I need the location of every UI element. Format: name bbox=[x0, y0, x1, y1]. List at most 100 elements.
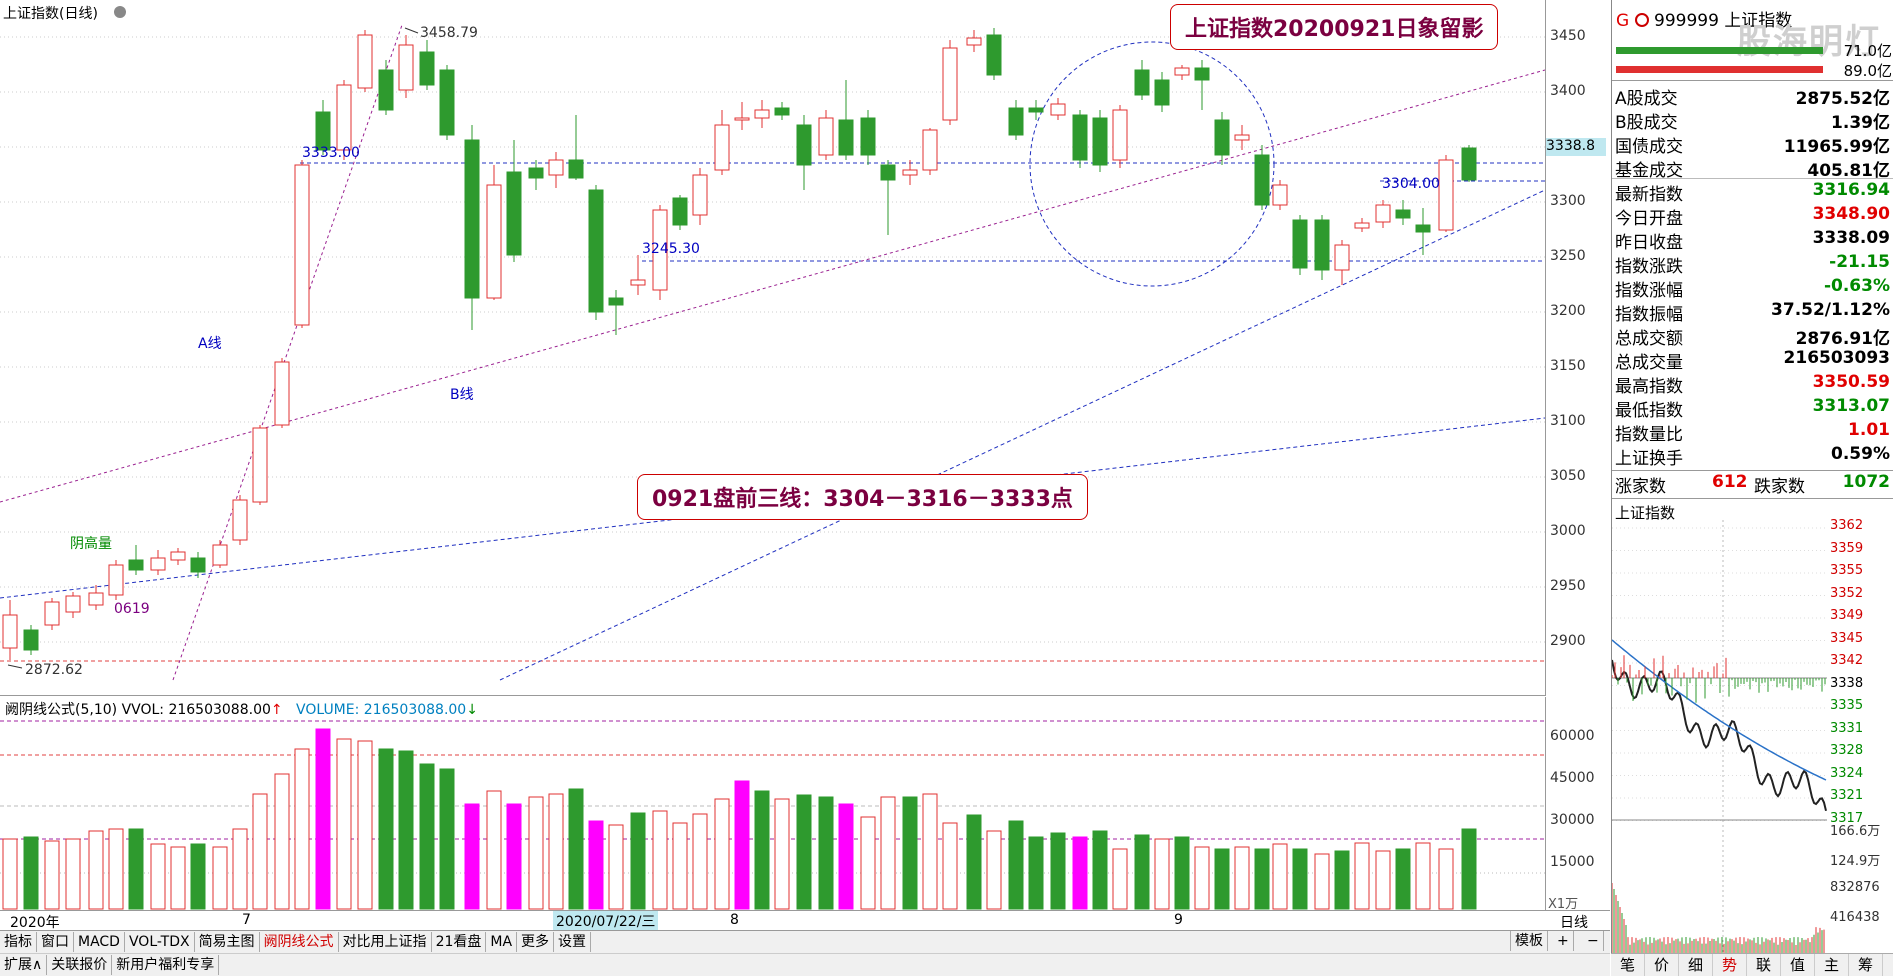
mini-price-tick: 3345 bbox=[1830, 630, 1864, 646]
quote-label: 今日开盘 bbox=[1615, 209, 1683, 229]
volume-chart[interactable]: 阙阴线公式(5,10) VVOL: 216503088.00↑ VOLUME: … bbox=[0, 697, 1546, 910]
tab-chou[interactable]: 筹 bbox=[1849, 954, 1883, 976]
tb-21[interactable]: 21看盘 bbox=[432, 932, 487, 952]
quote-row: B股成交 1.39亿 bbox=[1612, 107, 1893, 133]
tb-ma[interactable]: MA bbox=[486, 932, 518, 952]
price-tick: 3200 bbox=[1550, 303, 1586, 319]
mini-price-tick: 3328 bbox=[1830, 743, 1864, 758]
quote-value: 216503093 bbox=[1783, 348, 1890, 368]
candle-body bbox=[190, 557, 206, 573]
tab-zhi[interactable]: 值 bbox=[1781, 954, 1815, 976]
kline-chart[interactable]: 上证指数(日线) 上证指数20200921日象留影 0921盘前三线：3304－… bbox=[0, 0, 1546, 696]
price-tick: 2950 bbox=[1550, 578, 1586, 594]
tb-minus[interactable]: − bbox=[1583, 931, 1604, 951]
tab-shi[interactable]: 势 bbox=[1713, 954, 1747, 976]
buy-bar-value: 71.0亿 bbox=[1843, 42, 1892, 60]
candle-body bbox=[108, 564, 124, 596]
quote-value: 1.01 bbox=[1848, 420, 1890, 440]
candle-body bbox=[439, 69, 455, 136]
tb-plus[interactable]: + bbox=[1553, 931, 1574, 951]
volume-bar bbox=[966, 814, 982, 910]
volume-tick: 15000 bbox=[1550, 854, 1595, 870]
tab-jia[interactable]: 价 bbox=[1645, 954, 1679, 976]
volume-bar bbox=[232, 828, 248, 910]
volume-bar bbox=[128, 828, 144, 910]
mini-price-tick: 3335 bbox=[1830, 698, 1864, 713]
level-3245-label: 3245.30 bbox=[642, 241, 700, 257]
mini-avg-line bbox=[1612, 639, 1827, 781]
candle-body bbox=[902, 169, 918, 176]
volume-bar bbox=[754, 790, 770, 910]
high-arrow bbox=[404, 27, 419, 34]
tb-simple-main[interactable]: 简易主图 bbox=[195, 932, 260, 952]
candle-body bbox=[1092, 117, 1108, 166]
price-tick: 3100 bbox=[1550, 413, 1586, 429]
volume-bar bbox=[942, 822, 958, 910]
candle-body bbox=[1375, 204, 1391, 223]
volume-bar bbox=[419, 763, 435, 910]
candle-body bbox=[274, 361, 290, 426]
tb-welfare[interactable]: 新用户福利专享 bbox=[112, 955, 220, 975]
period-label: 日线 bbox=[1560, 915, 1588, 931]
x-label-aug: 8 bbox=[730, 912, 739, 928]
chevron-down-icon[interactable] bbox=[114, 6, 126, 18]
x-axis: 2020年 7 8 9 2020/07/22/三 日线 bbox=[0, 910, 1610, 931]
candle-body bbox=[232, 499, 248, 541]
volume-bar bbox=[902, 796, 918, 910]
stock-name: 上证指数 bbox=[1724, 11, 1793, 31]
volume-bar bbox=[88, 830, 104, 910]
x-label-2020: 2020年 bbox=[10, 915, 60, 931]
sell-bar-value: 89.0亿 bbox=[1843, 62, 1892, 80]
volume-bar bbox=[439, 768, 455, 910]
candle-body bbox=[796, 124, 812, 166]
quote-row: 总成交量 216503093 bbox=[1612, 347, 1893, 373]
mini-volume-tick: 832876 bbox=[1830, 880, 1880, 895]
mini-volume-tick: 416438 bbox=[1830, 910, 1880, 925]
tb-macd[interactable]: MACD bbox=[74, 932, 125, 952]
quote-label: 指数涨幅 bbox=[1615, 281, 1683, 301]
tab-zhu[interactable]: 主 bbox=[1815, 954, 1849, 976]
tab-lian[interactable]: 联 bbox=[1747, 954, 1781, 976]
tb-vol-tdx[interactable]: VOL-TDX bbox=[125, 932, 195, 952]
quote-value: 3350.59 bbox=[1812, 372, 1890, 392]
candle-body bbox=[1354, 222, 1370, 229]
tab-xi[interactable]: 细 bbox=[1679, 954, 1713, 976]
mini-price-tick: 3349 bbox=[1830, 608, 1864, 623]
candle-body bbox=[608, 297, 624, 306]
tb-more[interactable]: 更多 bbox=[517, 932, 555, 952]
tb-expand[interactable]: 扩展∧ bbox=[0, 955, 48, 975]
candle-body bbox=[1272, 184, 1288, 206]
tb-settings[interactable]: 设置 bbox=[554, 932, 592, 952]
tab-bi[interactable]: 笔 bbox=[1611, 954, 1645, 976]
quote-value: 3313.07 bbox=[1812, 396, 1890, 416]
volume-bar bbox=[1092, 830, 1108, 910]
volume-bar bbox=[1008, 820, 1024, 910]
tb-indicator[interactable]: 指标 bbox=[0, 932, 37, 952]
price-tick: 3150 bbox=[1550, 358, 1586, 374]
volume-bar bbox=[880, 796, 896, 910]
level-3333-label: 3333.00 bbox=[302, 145, 360, 161]
quote-header: G 999999 上证指数 bbox=[1616, 6, 1792, 31]
candle-body bbox=[1334, 244, 1350, 271]
tb-compare[interactable]: 对比用上证指 bbox=[339, 932, 432, 952]
mini-volume-tick: 166.6万 bbox=[1830, 824, 1881, 839]
level-3304-label: 3304.00 bbox=[1382, 176, 1440, 192]
quote-panel: G 999999 上证指数 股海明灯 71.0亿 89.0亿 A股成交 2875.… bbox=[1611, 0, 1893, 975]
quote-value: 3316.94 bbox=[1812, 180, 1890, 200]
tb-quote[interactable]: 关联报价 bbox=[47, 955, 113, 975]
candle-body bbox=[838, 119, 854, 156]
volume-bar bbox=[1415, 842, 1431, 910]
quote-value: 405.81亿 bbox=[1807, 161, 1890, 181]
quote-value: 2875.52亿 bbox=[1795, 89, 1890, 109]
volume-bar bbox=[1112, 848, 1128, 910]
intraday-chart[interactable] bbox=[1612, 520, 1893, 975]
candle-body bbox=[986, 34, 1002, 76]
candle-body bbox=[1112, 109, 1128, 161]
tb-window[interactable]: 窗口 bbox=[37, 932, 74, 952]
tb-template[interactable]: 模板 bbox=[1510, 931, 1548, 951]
quote-value: 11965.99亿 bbox=[1783, 137, 1890, 157]
volume-bar bbox=[1254, 848, 1270, 910]
candle-body bbox=[1254, 154, 1270, 206]
tb-formula[interactable]: 阙阴线公式 bbox=[260, 932, 339, 952]
candle-body bbox=[1214, 119, 1230, 156]
